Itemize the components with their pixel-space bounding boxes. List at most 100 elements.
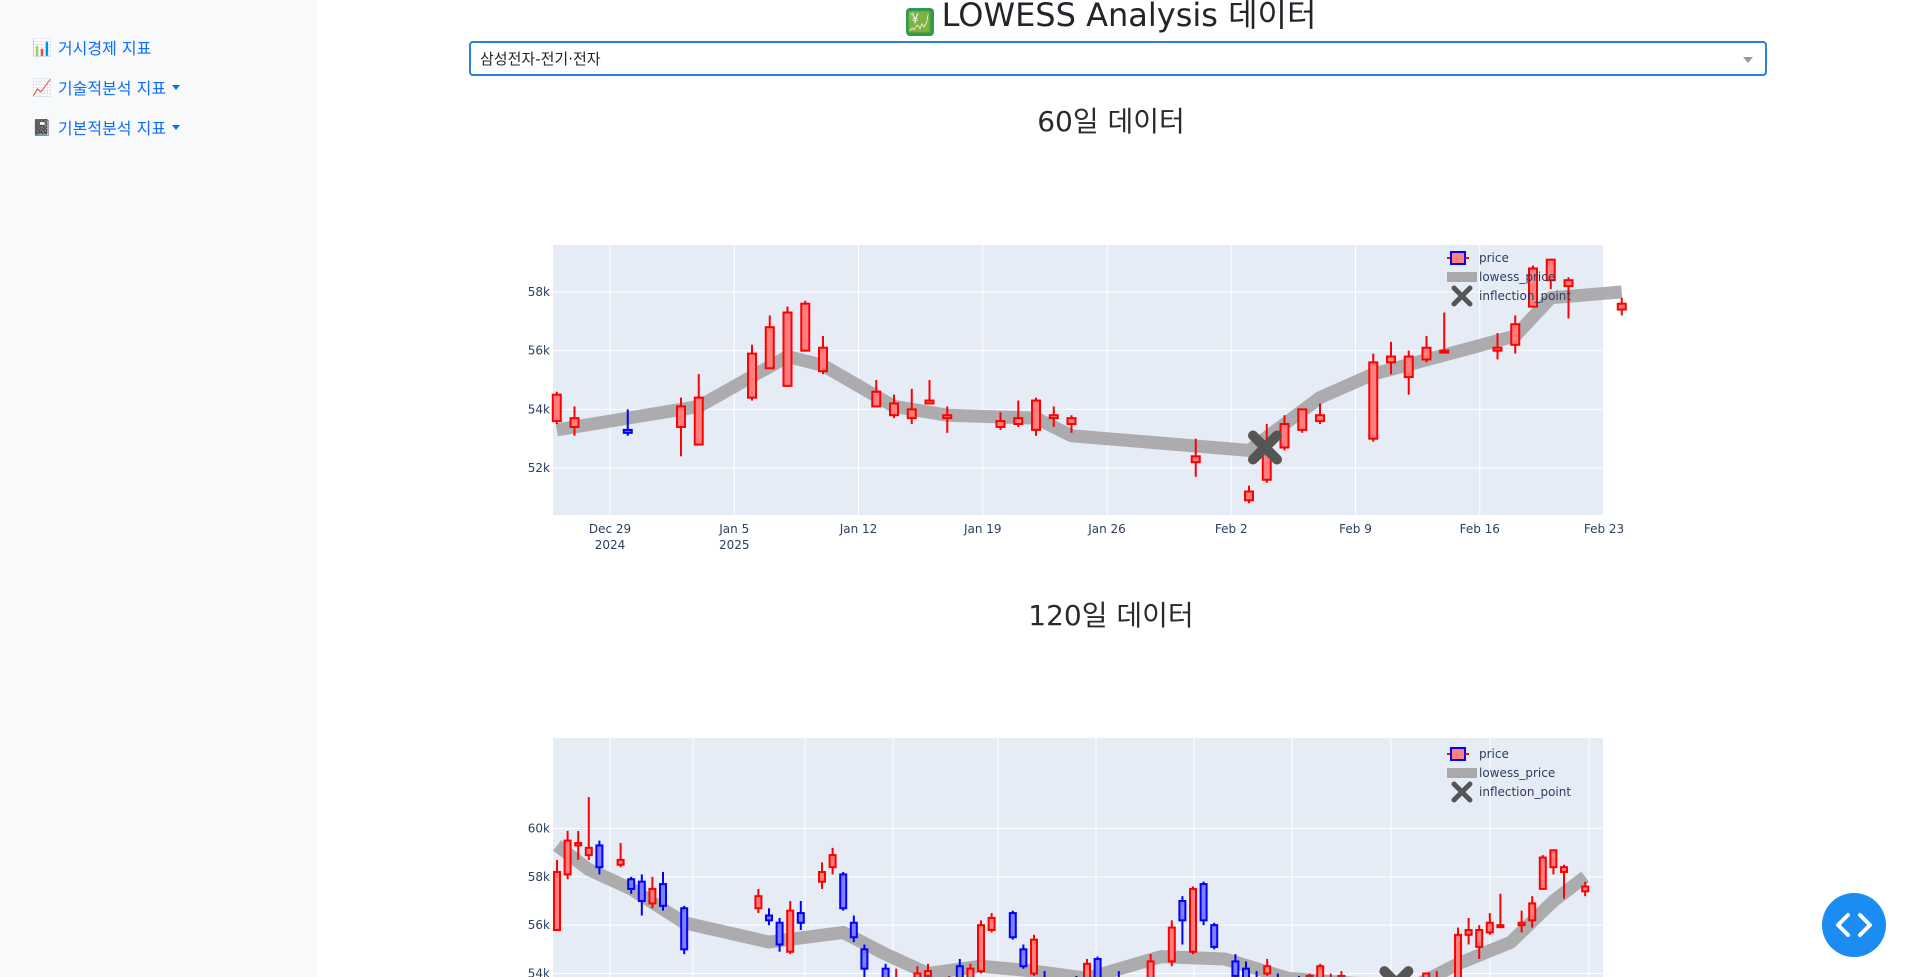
candle-body	[1242, 967, 1250, 977]
candle	[574, 830, 583, 860]
candle-body	[889, 402, 899, 417]
candle	[1422, 972, 1431, 977]
candle	[569, 406, 580, 436]
candle-body	[1244, 490, 1254, 502]
candle	[1146, 954, 1155, 977]
candle	[1560, 864, 1568, 899]
chart-60-title: 60일 데이터	[1037, 105, 1185, 138]
candle	[1210, 922, 1219, 950]
page-title-text: LOWESS Analysis 데이터	[941, 0, 1317, 34]
candle	[747, 344, 757, 401]
candle-body	[828, 854, 837, 869]
candle	[1315, 403, 1325, 425]
candle-body	[775, 921, 784, 946]
legend-inflection-label: inflection_point	[1479, 785, 1571, 799]
candle-body	[1538, 856, 1547, 890]
candle-body	[1066, 417, 1077, 426]
legend-inflection-marker	[1451, 781, 1473, 803]
candle	[796, 901, 805, 930]
chevron-down-icon[interactable]	[1743, 57, 1753, 63]
candle-body	[659, 883, 667, 907]
candle	[1305, 973, 1314, 977]
candle-body	[818, 346, 828, 373]
candle-body	[966, 967, 975, 977]
candle	[627, 876, 636, 894]
candle-body	[1167, 926, 1176, 963]
candle	[1616, 297, 1627, 316]
candle-body	[1545, 258, 1556, 282]
plot-area	[553, 738, 1603, 977]
candle-body	[782, 311, 793, 387]
candle	[1030, 934, 1038, 976]
candle	[1231, 954, 1240, 977]
candle	[622, 409, 633, 436]
candle-body	[1403, 355, 1414, 379]
candle-body	[569, 417, 580, 428]
candle-series	[551, 258, 1627, 504]
candle-body	[747, 352, 757, 399]
candle	[1435, 971, 1438, 977]
main-content: 💹 LOWESS Analysis 데이터 삼성전자-전기·전자 60일 데이터 …	[317, 0, 1905, 977]
candle-body	[1386, 355, 1396, 364]
x-tick-label: Feb 23	[1584, 522, 1624, 536]
candle	[924, 963, 932, 977]
chart-yen-icon: 💹	[905, 8, 934, 36]
legend-inflection-label: inflection_point	[1479, 289, 1571, 303]
legend-price-label: price	[1479, 747, 1509, 761]
candle	[1581, 881, 1590, 897]
candle	[1528, 896, 1537, 928]
candle-body	[849, 921, 858, 939]
candle	[1368, 353, 1379, 442]
sidebar-item-technical[interactable]: 📈 기술적분석 지표	[32, 75, 181, 99]
candle-body	[553, 871, 561, 931]
candle	[955, 959, 964, 977]
caret-down-icon	[172, 84, 181, 90]
candle	[1496, 893, 1505, 929]
candle-body	[622, 428, 633, 434]
sidebar-item-macro[interactable]: 📊 거시경제 지표	[32, 35, 151, 59]
candle	[818, 862, 826, 889]
candle-body	[765, 914, 773, 922]
legend-price-swatch	[1450, 747, 1466, 761]
stock-select-dropdown[interactable]: 삼성전자-전기·전자	[469, 41, 1767, 76]
candle	[1386, 341, 1396, 375]
candle-body	[1492, 346, 1503, 352]
candle	[1439, 312, 1450, 354]
x-tick-label: Feb 16	[1460, 522, 1500, 536]
candle-body	[913, 972, 922, 977]
candle-body	[574, 842, 583, 847]
candle-body	[818, 871, 826, 883]
notebook-icon: 📓	[32, 117, 52, 137]
x-tick-label: Jan 26	[1087, 522, 1126, 536]
code-toggle-button[interactable]	[1822, 893, 1886, 957]
candle	[1263, 959, 1272, 976]
candle	[871, 380, 882, 408]
candle-body	[595, 844, 604, 869]
candle-body	[860, 948, 869, 970]
candle	[913, 966, 922, 977]
candle-body	[1528, 902, 1537, 922]
candle-body	[871, 390, 882, 408]
candle-body	[1263, 965, 1272, 975]
candle-body	[616, 858, 625, 866]
x-tick-label: Feb 2	[1215, 522, 1248, 536]
candle-body	[1030, 938, 1038, 975]
sidebar-item-label: 기본적분석 지표	[57, 119, 167, 138]
x-tick-label: 2024	[595, 538, 626, 552]
chart-60[interactable]: 52k 54k 56k 58k Dec 29 2024 Jan 5 2025 Jan 12 Jan…	[317, 235, 1905, 555]
candle-body	[1297, 408, 1308, 431]
candle-body	[1083, 962, 1091, 977]
candle	[1421, 335, 1432, 363]
candle-body	[786, 909, 795, 953]
candle-body	[1093, 958, 1102, 977]
legend-price-swatch	[1450, 251, 1466, 265]
candle	[1117, 971, 1120, 977]
candle	[584, 797, 593, 860]
chart-120[interactable]: 52k54k56k58k60kpricelowess_priceinflecti…	[317, 728, 1905, 977]
candle	[966, 963, 975, 977]
x-tick-label: 2025	[719, 538, 750, 552]
candle-body	[1563, 279, 1574, 288]
candle-body	[1316, 965, 1325, 977]
sidebar-item-fundamental[interactable]: 📓 기본적분석 지표	[32, 115, 181, 139]
candle	[1093, 956, 1102, 977]
